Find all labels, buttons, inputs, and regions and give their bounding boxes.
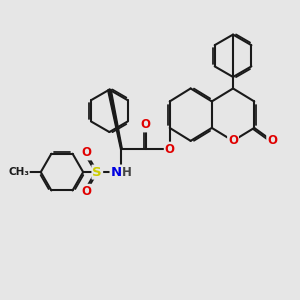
Text: O: O (81, 185, 91, 198)
Text: O: O (141, 118, 151, 131)
Polygon shape (108, 89, 122, 149)
Text: O: O (267, 134, 277, 147)
Text: N: N (111, 166, 122, 178)
Text: CH₃: CH₃ (8, 167, 29, 177)
Text: O: O (81, 146, 91, 159)
Text: H: H (122, 166, 132, 178)
Text: S: S (92, 166, 102, 178)
Text: O: O (228, 134, 238, 147)
Text: O: O (165, 142, 175, 156)
